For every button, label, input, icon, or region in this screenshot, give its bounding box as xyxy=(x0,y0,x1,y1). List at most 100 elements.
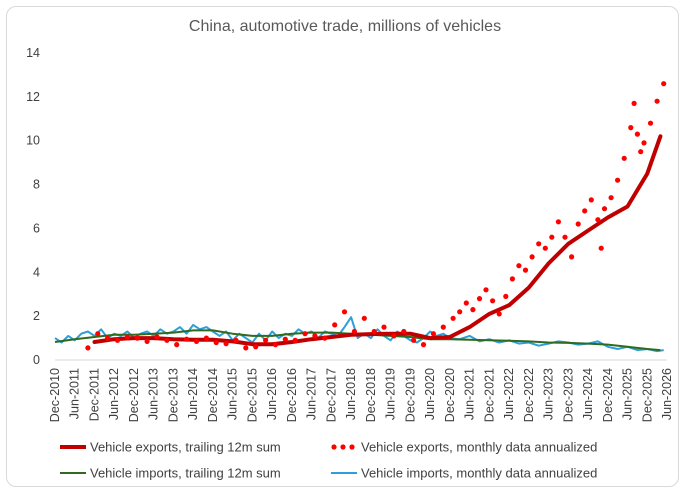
exports-monthly-point xyxy=(361,315,367,321)
exports-monthly-point xyxy=(154,334,160,340)
x-tick-label: Dec-2015 xyxy=(245,368,259,422)
exports-monthly-point xyxy=(440,324,446,330)
exports-monthly-point xyxy=(213,339,219,346)
x-tick-label: Jun-2023 xyxy=(542,368,556,420)
exports-monthly-point xyxy=(144,338,150,344)
exports-monthly-point xyxy=(638,149,644,155)
exports-monthly-point xyxy=(203,335,209,341)
y-axis: 0 2 4 6 8 10 12 14 xyxy=(26,46,40,367)
exports-monthly-point xyxy=(371,328,377,335)
exports-monthly-point xyxy=(595,217,601,223)
x-tick-label: Jun-2012 xyxy=(107,368,121,420)
exports-monthly-point xyxy=(450,315,456,321)
x-tick-label: Jun-2018 xyxy=(344,368,358,420)
exports-monthly-point xyxy=(114,337,121,343)
exports-monthly-point xyxy=(582,208,588,214)
exports-trailing-line xyxy=(92,134,663,347)
exports-monthly-point xyxy=(233,337,239,343)
exports-monthly-point xyxy=(174,342,180,348)
exports-monthly-point xyxy=(420,342,427,348)
exports-monthly-point xyxy=(549,234,555,240)
exports-monthly-point xyxy=(654,98,660,104)
exports-monthly-point xyxy=(661,81,667,87)
exports-monthly-point xyxy=(509,276,515,282)
x-tick-label: Jun-2017 xyxy=(305,368,319,420)
exports-monthly-point xyxy=(470,307,476,313)
exports-monthly-point xyxy=(184,336,190,342)
x-tick-label: Dec-2014 xyxy=(206,368,220,422)
x-axis: Dec-2010 Jun-2011 Dec-2011 Jun-2012 Dec-2012… xyxy=(48,359,674,422)
exports-monthly-point xyxy=(575,221,581,227)
x-tick-label: Jun-2026 xyxy=(660,368,674,420)
x-tick-label: Jun-2013 xyxy=(147,368,161,420)
exports-monthly-point xyxy=(588,197,594,203)
exports-monthly-point xyxy=(95,331,101,337)
exports-monthly-point xyxy=(292,337,298,343)
legend-swatch-dot xyxy=(349,444,355,450)
x-tick-label: Dec-2010 xyxy=(48,368,62,422)
x-tick-label: Jun-2015 xyxy=(226,368,240,420)
exports-monthly-point xyxy=(476,296,483,302)
legend-label: Vehicle exports, monthly data annualized xyxy=(361,440,597,455)
x-tick-label: Dec-2020 xyxy=(443,368,457,422)
chart-title: China, automotive trade, millions of veh… xyxy=(189,18,501,35)
x-tick-label: Dec-2023 xyxy=(561,368,575,422)
exports-monthly-point xyxy=(522,267,529,273)
exports-monthly-point xyxy=(381,324,387,330)
exports-monthly-point xyxy=(85,345,91,351)
exports-monthly-point xyxy=(332,322,338,328)
x-tick-label: Dec-2025 xyxy=(640,368,654,422)
x-tick-label: Jun-2024 xyxy=(581,368,595,420)
exports-monthly-point xyxy=(263,337,269,343)
y-tick-label: 2 xyxy=(33,309,40,323)
exports-monthly-point xyxy=(105,335,111,341)
exports-monthly-point xyxy=(598,245,604,251)
exports-monthly-point xyxy=(647,120,654,126)
exports-monthly-point xyxy=(496,311,502,317)
y-tick-label: 0 xyxy=(33,353,40,367)
exports-monthly-point xyxy=(542,245,548,251)
exports-monthly-point xyxy=(223,341,229,347)
exports-monthly-point xyxy=(351,328,357,335)
x-tick-label: Dec-2013 xyxy=(166,368,180,422)
y-tick-label: 12 xyxy=(26,90,40,104)
exports-monthly-point xyxy=(302,331,308,337)
exports-monthly-point xyxy=(322,335,328,341)
exports-monthly-point xyxy=(516,263,522,269)
exports-monthly-point xyxy=(463,300,469,306)
legend-swatch-dot xyxy=(340,444,346,450)
x-tick-label: Dec-2021 xyxy=(482,368,496,422)
exports-monthly-point xyxy=(401,328,407,335)
x-tick-label: Dec-2012 xyxy=(127,368,141,422)
exports-monthly-point xyxy=(503,293,509,299)
x-tick-label: Dec-2011 xyxy=(87,368,101,421)
y-tick-label: 8 xyxy=(33,178,40,192)
exports-monthly-point xyxy=(193,338,200,344)
legend-swatch-dot xyxy=(331,444,337,450)
y-tick-label: 14 xyxy=(26,46,40,60)
x-tick-label: Dec-2019 xyxy=(403,368,417,422)
exports-monthly-point xyxy=(555,219,562,225)
x-tick-label: Jun-2011 xyxy=(68,368,82,419)
y-tick-label: 10 xyxy=(26,134,40,148)
legend-label: Vehicle imports, monthly data annualized xyxy=(361,466,597,481)
exports-monthly-point xyxy=(243,345,249,351)
exports-monthly-point xyxy=(282,336,288,342)
exports-monthly-point xyxy=(312,333,318,339)
exports-monthly-point xyxy=(634,131,641,137)
legend: Vehicle exports, trailing 12m sum Vehicle… xyxy=(60,440,597,481)
exports-monthly-point xyxy=(457,309,463,315)
x-tick-label: Jun-2025 xyxy=(621,368,635,420)
exports-monthly-point xyxy=(134,335,140,341)
exports-monthly-point xyxy=(483,287,489,293)
legend-label: Vehicle imports, trailing 12m sum xyxy=(90,466,281,481)
exports-monthly-point xyxy=(391,333,397,339)
exports-monthly-point xyxy=(253,344,259,350)
exports-monthly-point xyxy=(641,140,647,146)
x-tick-label: Dec-2018 xyxy=(364,368,378,422)
x-tick-label: Jun-2020 xyxy=(423,368,437,420)
x-tick-label: Jun-2014 xyxy=(186,368,200,420)
exports-monthly-point xyxy=(536,241,542,247)
exports-monthly-point xyxy=(430,331,436,337)
